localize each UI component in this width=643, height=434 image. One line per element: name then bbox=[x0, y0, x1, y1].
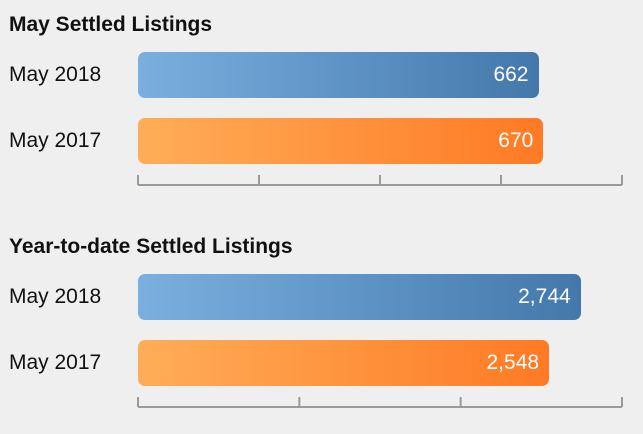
data-label: 2,548 bbox=[486, 351, 540, 374]
category-label: May 2018 bbox=[9, 285, 102, 308]
chart-title: May Settled Listings bbox=[9, 13, 213, 36]
bar-may-2018: 662 bbox=[138, 52, 539, 98]
monthly-settled-panel: May Settled Listings May 2018 662 May 20… bbox=[0, 0, 643, 200]
category-label: May 2017 bbox=[9, 129, 102, 152]
data-label: 662 bbox=[493, 63, 529, 86]
x-axis bbox=[137, 175, 623, 186]
chart-title: Year-to-date Settled Listings bbox=[9, 235, 293, 258]
category-label: May 2018 bbox=[9, 63, 102, 86]
bar-may-2017: 670 bbox=[138, 118, 544, 164]
bar-may-2018: 2,744 bbox=[138, 274, 581, 320]
data-label: 670 bbox=[498, 129, 534, 152]
data-label: 2,744 bbox=[518, 285, 571, 308]
bar-may-2017: 2,548 bbox=[138, 340, 550, 386]
ytd-settled-panel: Year-to-date Settled Listings May 2018 2… bbox=[0, 222, 643, 434]
x-axis bbox=[137, 397, 623, 408]
category-label: May 2017 bbox=[9, 351, 102, 374]
